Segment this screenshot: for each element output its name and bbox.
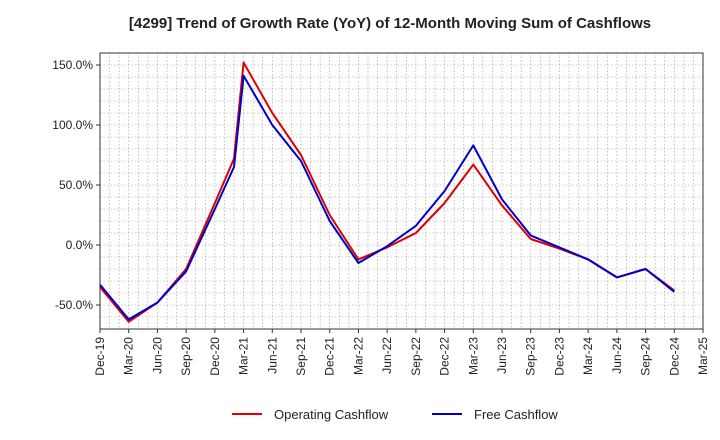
legend-label-operating-cashflow: Operating Cashflow [274, 407, 389, 422]
chart-title: [4299] Trend of Growth Rate (YoY) of 12-… [129, 15, 651, 32]
series-line-operating-cashflow [99, 61, 675, 323]
x-tick-label: Mar-24 [581, 337, 595, 375]
series-line-free-cashflow [99, 74, 675, 321]
x-tick-label: Mar-20 [122, 337, 136, 375]
y-tick-label: 150.0% [52, 58, 93, 72]
x-tick-label: Jun-24 [610, 337, 624, 374]
x-tick-label: Sep-21 [294, 337, 308, 376]
x-tick-label: Jun-23 [495, 337, 509, 374]
x-tick-label: Dec-24 [667, 337, 681, 376]
x-tick-label: Mar-23 [466, 337, 480, 375]
y-tick-label: -50.0% [55, 298, 93, 312]
x-tick-label: Jun-21 [265, 337, 279, 374]
x-tick-label: Sep-22 [409, 337, 423, 376]
x-tick-label: Mar-21 [237, 337, 251, 375]
x-tick-label: Dec-20 [208, 337, 222, 376]
y-tick-label: 50.0% [59, 178, 93, 192]
x-tick-label: Dec-22 [438, 337, 452, 376]
x-tick-label: Sep-24 [639, 337, 653, 376]
y-tick-label: 0.0% [66, 238, 94, 252]
x-tick-label: Dec-19 [93, 337, 107, 376]
x-tick-label: Jun-22 [380, 337, 394, 374]
x-tick-label: Jun-20 [150, 337, 164, 374]
x-tick-label: Dec-21 [323, 337, 337, 376]
legend: Operating Cashflow Free Cashflow [232, 407, 558, 422]
x-tick-label: Mar-22 [351, 337, 365, 375]
x-tick-label: Mar-25 [696, 337, 710, 375]
y-axis-ticks: 150.0% 100.0% 50.0% 0.0% -50.0% [52, 58, 100, 312]
x-tick-label: Sep-23 [524, 337, 538, 376]
grid [100, 53, 703, 329]
series-lines [99, 61, 675, 323]
x-tick-label: Sep-20 [179, 337, 193, 376]
plot-area [99, 52, 704, 330]
legend-label-free-cashflow: Free Cashflow [474, 407, 558, 422]
y-tick-label: 100.0% [52, 118, 93, 132]
x-tick-label: Dec-23 [552, 337, 566, 376]
x-axis-ticks: Dec-19 Mar-20 Jun-20 Sep-20 Dec-20 Mar-21 Jun-… [93, 329, 710, 376]
